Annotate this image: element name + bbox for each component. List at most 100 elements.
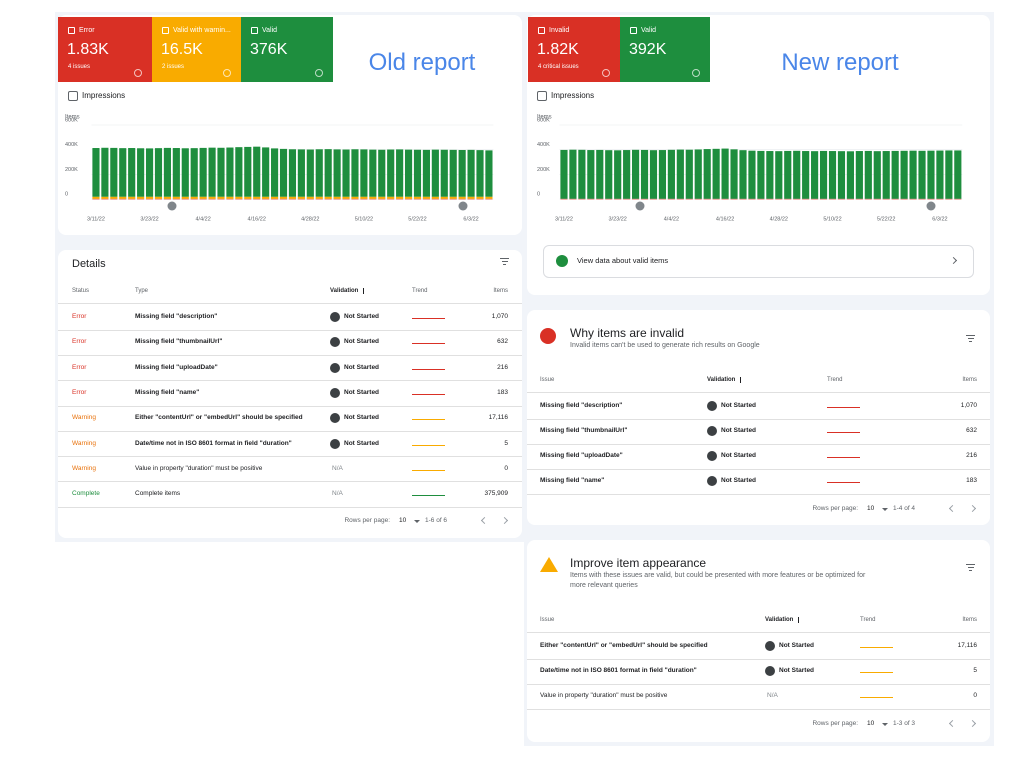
cell-items: 375,909 [484,490,509,498]
card-checkbox [251,27,258,34]
card-sub: 2 issues [162,64,185,70]
card-checkbox [68,27,75,34]
card-value: 376K [250,41,288,58]
report-title: Old report [368,49,476,76]
trend-sparkline [412,368,445,370]
cell-status: Error [72,313,87,320]
row-divider [58,506,522,508]
card-value: 1.83K [67,41,109,58]
row-divider [527,468,990,470]
filter-icon[interactable] [501,261,508,262]
validation-status: Not Started [344,414,380,422]
validation-icon [707,476,717,486]
cell-items: 183 [966,477,977,484]
cell-issue: Value in property "duration" must be pos… [540,692,668,699]
status-card[interactable]: Invalid 1.82K 4 critical issues [528,17,620,82]
cell-type: Missing field "thumbnailUrl" [135,338,223,346]
column-header: Type [135,288,149,294]
validation-icon [765,641,775,651]
trend-sparkline [860,697,893,699]
cell-items: 17,116 [957,642,977,649]
filter-icon[interactable] [969,570,972,571]
trend-sparkline [860,672,893,674]
impressions-label: Impressions [551,91,595,100]
row-divider [58,405,522,407]
cell-type: Missing field "description" [135,313,218,320]
trend-sparkline [412,343,445,345]
column-header: Validation [707,377,736,383]
status-card[interactable]: Valid 392K [620,17,710,82]
rows-per-page-label: Rows per page: [344,517,390,524]
status-card[interactable]: Valid 376K [241,17,333,82]
column-header: Items [962,617,977,623]
filter-icon[interactable] [966,335,975,336]
filter-icon[interactable] [500,258,509,259]
validation-status: Not Started [344,313,380,320]
row-divider [527,418,990,420]
trend-sparkline [827,457,860,459]
cell-items: 632 [966,427,977,434]
column-header: Validation [765,617,794,623]
validation-icon [330,438,340,449]
page-size: 10 [867,505,875,512]
filter-icon[interactable] [966,564,975,565]
cell-issue: Date/time not in ISO 8601 format in fiel… [540,667,697,674]
validation-status: N/A [767,692,778,699]
validation-icon [330,362,340,373]
cell-items: 17,116 [488,414,508,422]
card-checkbox [630,27,637,34]
cell-items: 1,070 [491,313,508,320]
error-icon [540,328,556,344]
dropdown-arrow[interactable] [882,723,888,726]
valid-link-box[interactable] [543,245,974,278]
card-label: Valid with warnin... [173,27,231,34]
cell-status: Error [72,363,87,371]
cell-issue: Either "contentUrl" or "embedUrl" should… [540,642,708,649]
validation-icon [330,312,340,322]
dropdown-arrow[interactable] [414,520,420,523]
cell-items: 183 [497,388,508,396]
validation-status: Not Started [344,363,380,371]
rows-per-page-label: Rows per page: [812,505,858,512]
cell-items: 5 [504,439,508,447]
row-divider [527,493,990,495]
impressions-checkbox[interactable] [537,91,547,101]
validation-icon [330,387,340,398]
filter-icon[interactable] [967,338,974,339]
section-title: Details [72,258,106,270]
validation-icon [330,337,340,348]
cell-items: 0 [504,464,508,472]
filter-icon[interactable] [503,264,506,265]
trend-sparkline [412,469,445,471]
cell-items: 5 [973,667,977,674]
status-card[interactable]: Error 1.83K 4 issues [58,17,152,82]
cell-type: Missing field "name" [135,388,200,396]
validation-status: Not Started [344,338,380,346]
validation-icon [707,451,717,461]
row-divider [527,632,990,633]
status-card[interactable]: Valid with warnin... 16.5K 2 issues [152,17,241,82]
trend-sparkline [412,495,445,497]
report-title: New report [781,49,899,76]
card-sub: 4 critical issues [538,64,579,70]
row-divider [58,380,522,382]
cell-issue: Missing field "thumbnailUrl" [540,427,628,434]
filter-icon[interactable] [969,341,972,342]
rows-per-page-label: Rows per page: [812,720,858,727]
validation-status: Not Started [721,427,757,434]
help-icon [134,69,142,77]
help-icon [223,69,231,77]
cell-type: Either "contentUrl" or "embedUrl" should… [135,414,303,422]
invalid-panel [527,310,990,525]
page-range: 1-6 of 6 [425,517,448,524]
impressions-checkbox[interactable] [68,91,78,101]
sort-arrow [740,377,741,383]
filter-icon[interactable] [967,567,974,568]
column-header: Trend [412,288,428,294]
cell-items: 632 [497,338,508,346]
trend-sparkline [860,647,893,649]
dropdown-arrow[interactable] [882,508,888,511]
validation-icon [707,426,717,436]
cell-type: Complete items [135,490,181,498]
